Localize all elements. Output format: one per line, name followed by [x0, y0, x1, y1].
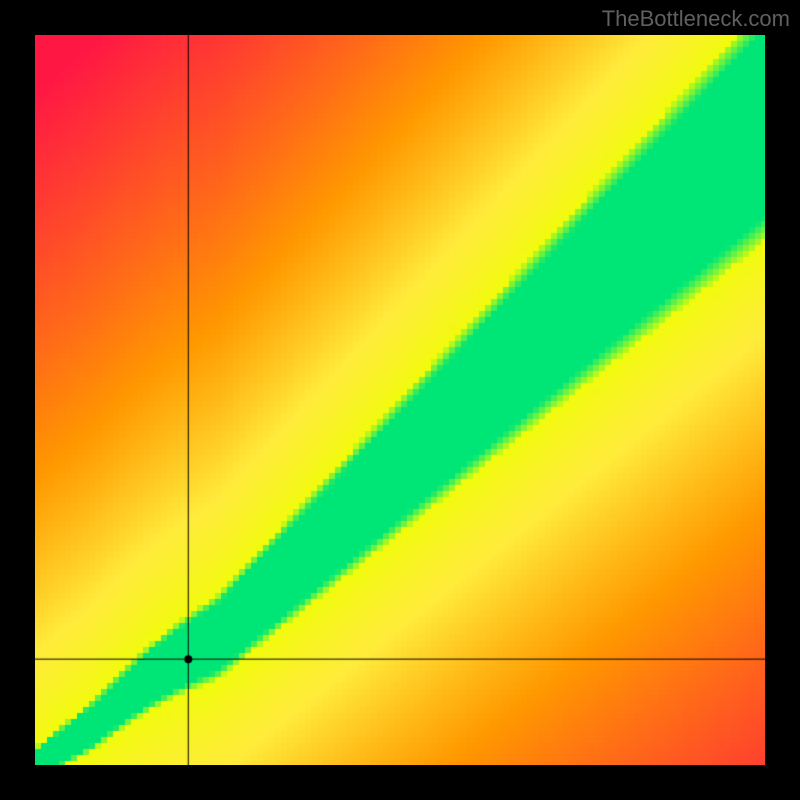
watermark-text: TheBottleneck.com: [602, 6, 790, 32]
heatmap-canvas: [35, 35, 765, 765]
chart-container: TheBottleneck.com: [0, 0, 800, 800]
